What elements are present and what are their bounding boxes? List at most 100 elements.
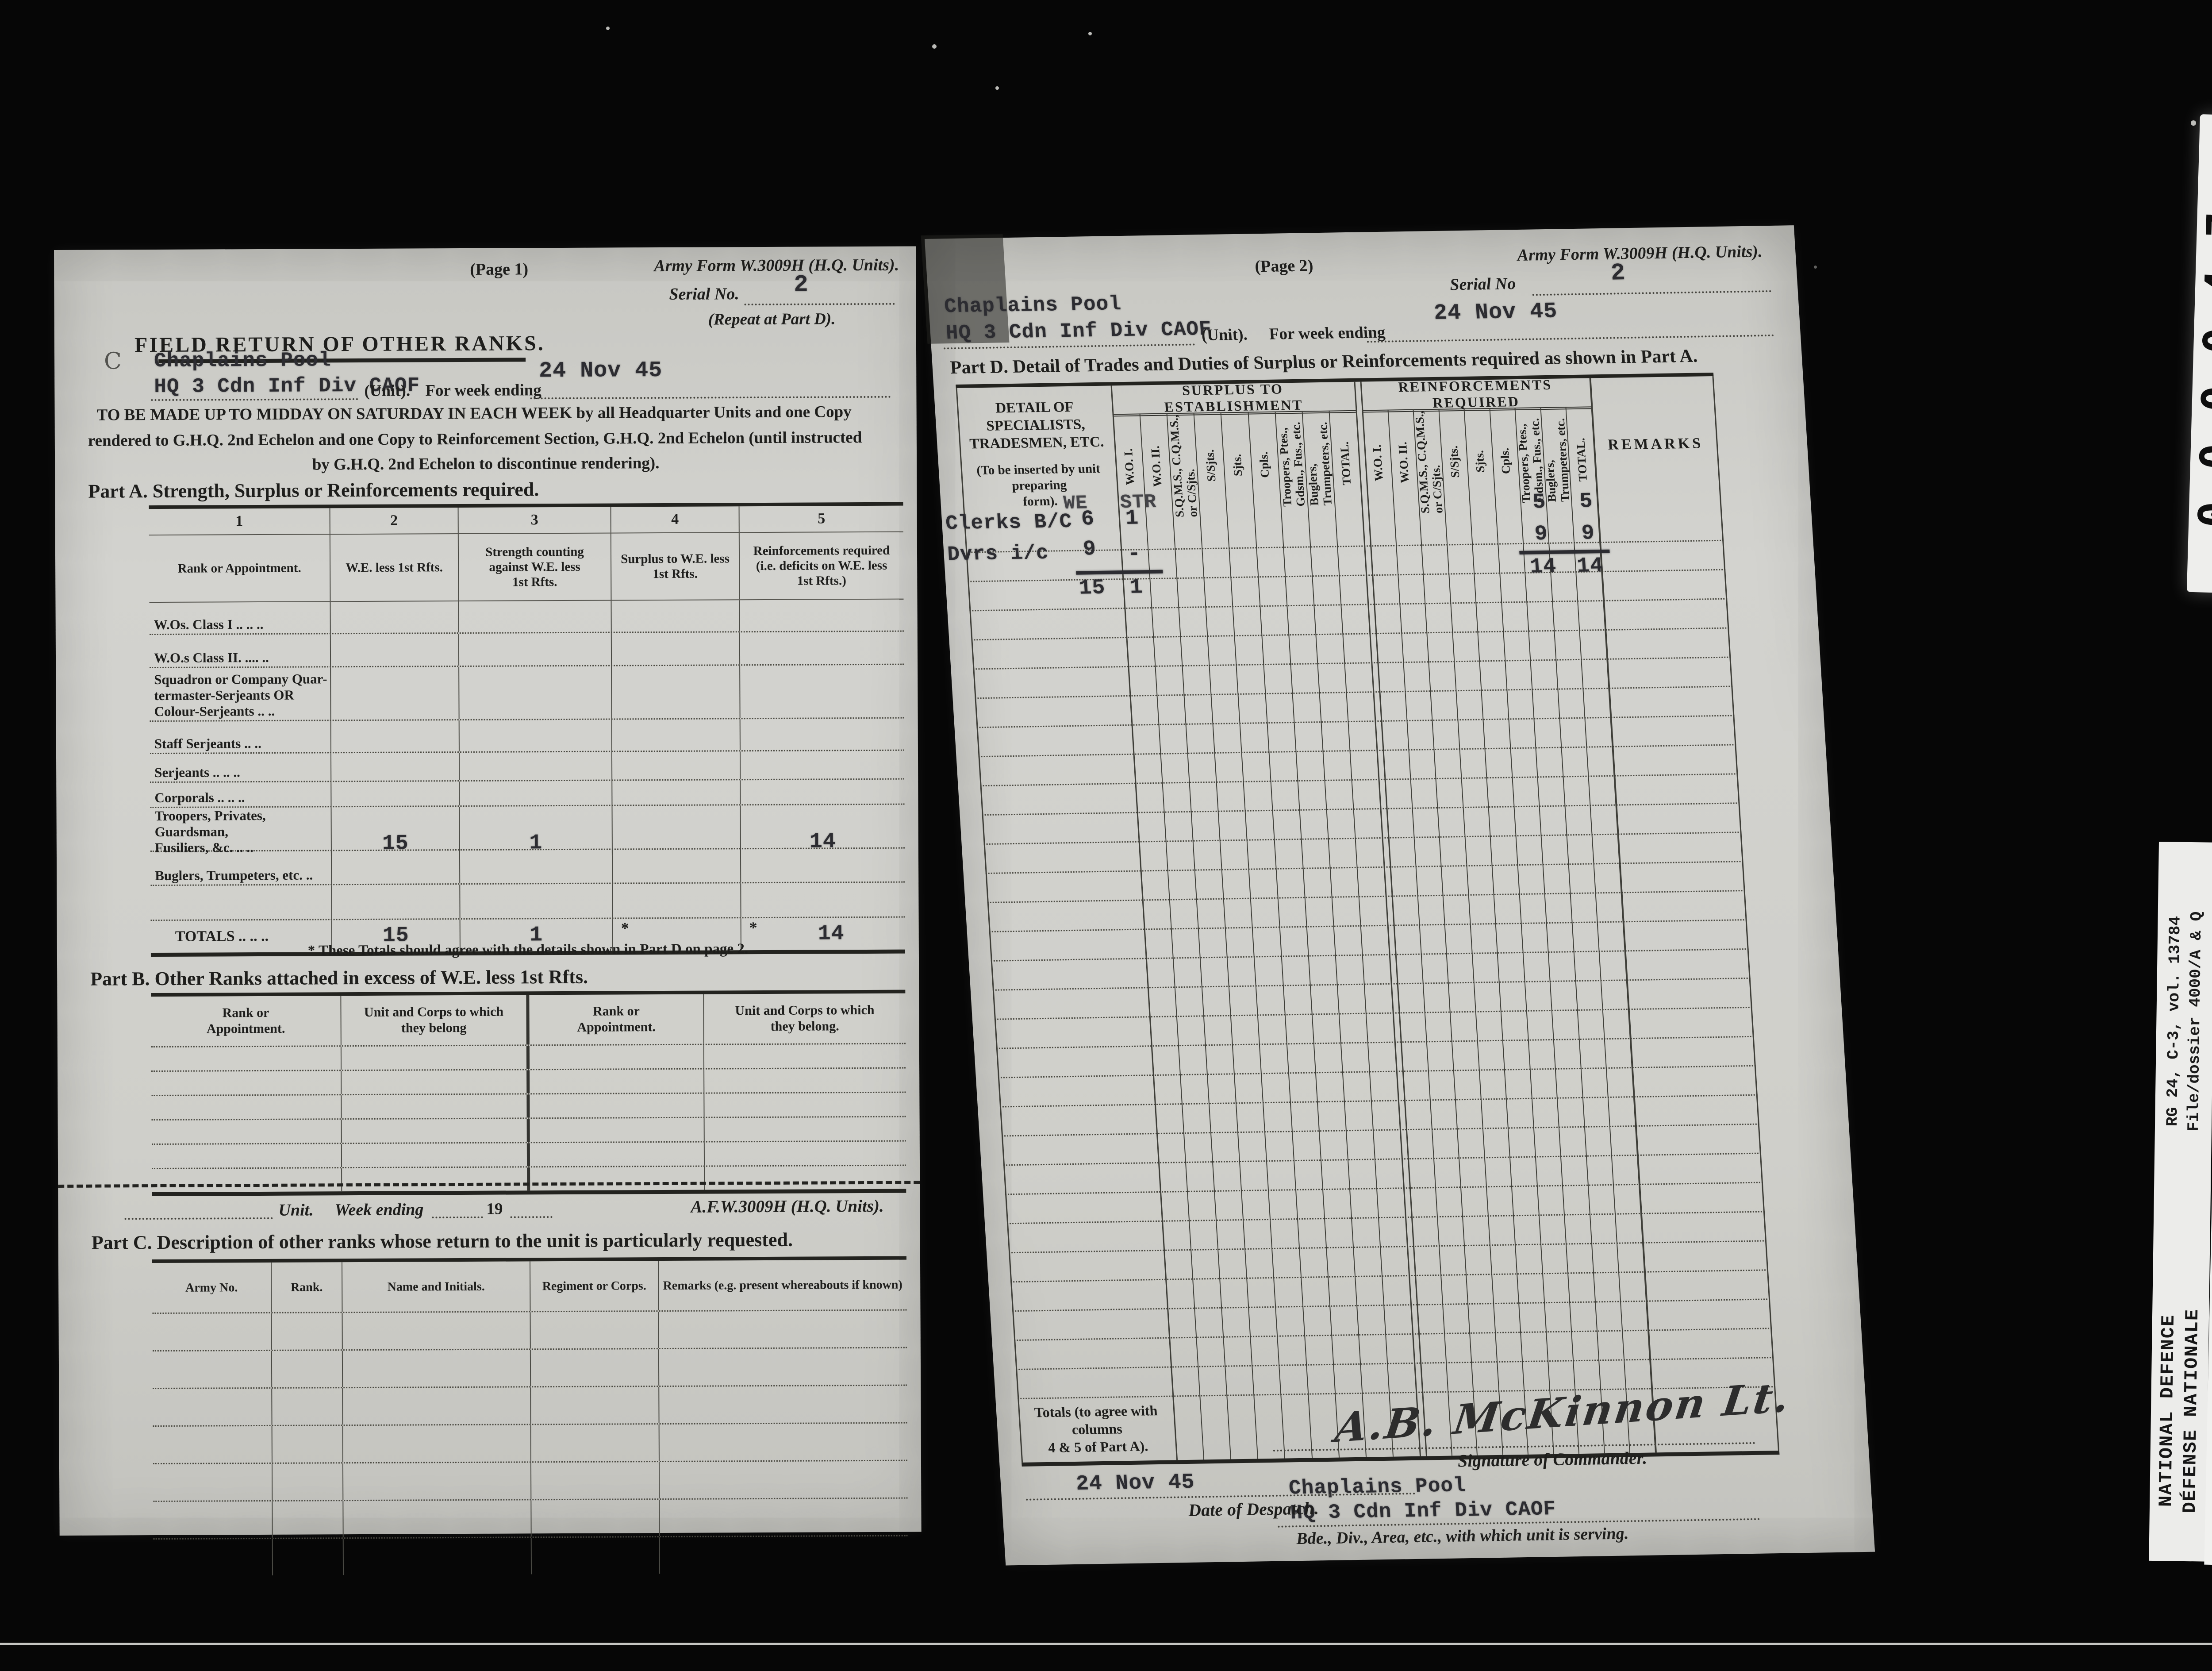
part-b-column-header: Rank or Appointment. <box>151 996 342 1047</box>
part-c-empty-cell <box>343 1387 531 1425</box>
part-b-empty-cell <box>342 1070 530 1094</box>
part-b-empty-cell <box>705 1142 906 1166</box>
part-c-empty-cell <box>343 1425 531 1463</box>
form-page-1: C (Page 1) Army Form W.3009H (H.Q. Units… <box>54 246 922 1576</box>
subcolumn-label: S/Sjts. <box>1202 449 1218 482</box>
subcolumn-label: Sjts. <box>1472 450 1487 473</box>
part-b-table: Rank or Appointment. Unit and Corps to wh… <box>151 990 906 1197</box>
page-number-label: (Page 2) <box>1254 256 1314 276</box>
part-a-cell <box>460 850 613 884</box>
part-c-empty-row <box>153 1423 907 1465</box>
part-c-empty-cell <box>153 1388 273 1426</box>
part-c-empty-cell <box>272 1463 344 1500</box>
part-c-empty-row <box>152 1310 907 1352</box>
archive-reference-strip: RG 24, C-3, vol. 13784 File/dossier 4000… <box>2149 842 2212 1562</box>
typed-row-label: Dvrs i/c <box>947 541 1050 566</box>
part-c-column-header: Regiment or Corps. <box>530 1261 659 1311</box>
part-b-empty-row <box>151 1068 906 1097</box>
part-b-empty-cell <box>530 1069 705 1093</box>
part-a-cell <box>331 782 460 806</box>
part-a-cell <box>740 665 904 718</box>
part-c-empty-cell <box>531 1387 660 1424</box>
part-a-row-label: W.O.s Class II. .... .. <box>149 634 331 667</box>
part-c-empty-cell <box>342 1350 531 1387</box>
part-a-cell <box>331 667 460 720</box>
part-a-cell <box>331 720 460 752</box>
part-a-row-label: Buglers, Trumpeters, etc. .. <box>150 851 332 885</box>
part-b-empty-row <box>152 1166 906 1193</box>
part-c-empty-cell <box>153 1463 273 1501</box>
part-a-cell <box>612 849 741 883</box>
part-c-empty-cell <box>152 1351 273 1388</box>
part-b-header-row: Rank or Appointment. Unit and Corps to wh… <box>151 993 906 1048</box>
part-b-empty-cell <box>151 1071 342 1095</box>
detail-header-title: DETAIL OF SPECIALISTS, TRADESMEN, ETC. <box>969 399 1105 452</box>
week-ending-dotted-line <box>1367 334 1774 343</box>
typed-rft-troopers: 5 <box>1532 490 1547 515</box>
part-a-row: Staff Serjeants .. .. <box>150 718 904 755</box>
part-b-column-header: Unit and Corps to which they belong <box>341 995 530 1046</box>
part-a-row-label: Serjeants .. .. .. <box>150 753 332 782</box>
part-b-empty-cell <box>530 1118 705 1142</box>
part-b-empty-cell <box>705 1166 906 1190</box>
part-a-row: W.Os. Class I .. .. .. <box>149 599 904 635</box>
part-c-empty-cell <box>531 1537 661 1575</box>
unit-dotted-line <box>944 343 1195 350</box>
strip-week-label: Week ending <box>334 1200 424 1220</box>
typed-row-label: Clerks B/C <box>945 510 1073 535</box>
part-b-empty-cell <box>342 1143 530 1167</box>
commander-signature: A.B. McKinnon Lt. <box>1332 1373 1794 1452</box>
part-c-empty-cell <box>153 1539 273 1576</box>
typed-we-value: 9 <box>1082 537 1097 562</box>
strip-week-dotted <box>432 1216 483 1219</box>
frame-number: 000047 <box>2189 179 2212 528</box>
part-a-col-number: 2 <box>330 508 459 534</box>
part-c-empty-cell <box>531 1462 660 1499</box>
part-d-table: SURPLUS TO ESTABLISHMENT REINFORCEMENTS R… <box>956 373 1780 1467</box>
typed-str-value: - <box>1127 542 1142 566</box>
part-d-heading: Part D. Detail of Trades and Duties of S… <box>949 346 1698 378</box>
part-a-row-label: Troopers, Privates, Guardsman, Fusiliers… <box>150 807 332 857</box>
part-b-empty-cell <box>704 1093 906 1117</box>
part-a-footnote: * These Totals should agree with the det… <box>307 941 749 959</box>
part-a-col-number: 3 <box>458 507 611 534</box>
subcolumn-label: W.O. I. <box>1121 448 1137 485</box>
typed-rft-total: 5 <box>1578 489 1594 514</box>
pencil-mark: C <box>104 348 122 375</box>
part-a-cell <box>740 632 904 665</box>
part-c-column-header: Name and Initials. <box>342 1261 531 1312</box>
unit-typed-line1: Chaplains Pool <box>154 349 331 373</box>
part-c-empty-cell <box>660 1499 907 1536</box>
part-b-empty-cell <box>151 1120 342 1144</box>
serial-label: Serial No. <box>669 285 739 304</box>
serial-label: Serial No <box>1449 274 1517 294</box>
part-a-cell <box>611 600 740 632</box>
part-c-empty-cell <box>530 1312 659 1349</box>
part-c-empty-cell <box>343 1538 532 1575</box>
part-b-empty-cell <box>704 1044 906 1068</box>
part-a-row: Buglers, Trumpeters, etc. .. <box>150 848 905 886</box>
part-a-cell <box>612 780 741 805</box>
unit-typed-line1: Chaplains Pool <box>943 293 1122 319</box>
part-a-cell <box>741 719 904 751</box>
part-a-row <box>150 882 905 921</box>
part-b-empty-cell <box>530 1142 705 1167</box>
part-b-empty-cell <box>151 1095 342 1120</box>
part-a-column-header: Rank or Appointment. <box>149 535 331 602</box>
subcolumn-label: Cpls. <box>1257 451 1272 478</box>
part-b-empty-cell <box>152 1168 342 1193</box>
part-c-empty-cell <box>531 1500 660 1537</box>
part-b-empty-cell <box>151 1144 342 1168</box>
part-c-empty-cell <box>659 1311 906 1348</box>
part-a-cell <box>459 601 612 633</box>
part-a-cell <box>459 666 612 720</box>
frame-number-strip: 000047 <box>2186 114 2212 593</box>
part-b-empty-cell <box>342 1167 530 1192</box>
despatch-caption: Date of Despatch. <box>1187 1498 1319 1520</box>
part-a-cell <box>460 781 613 806</box>
part-a-cell <box>330 601 459 633</box>
part-a-cell <box>459 720 612 752</box>
part-b-empty-row <box>151 1141 906 1170</box>
